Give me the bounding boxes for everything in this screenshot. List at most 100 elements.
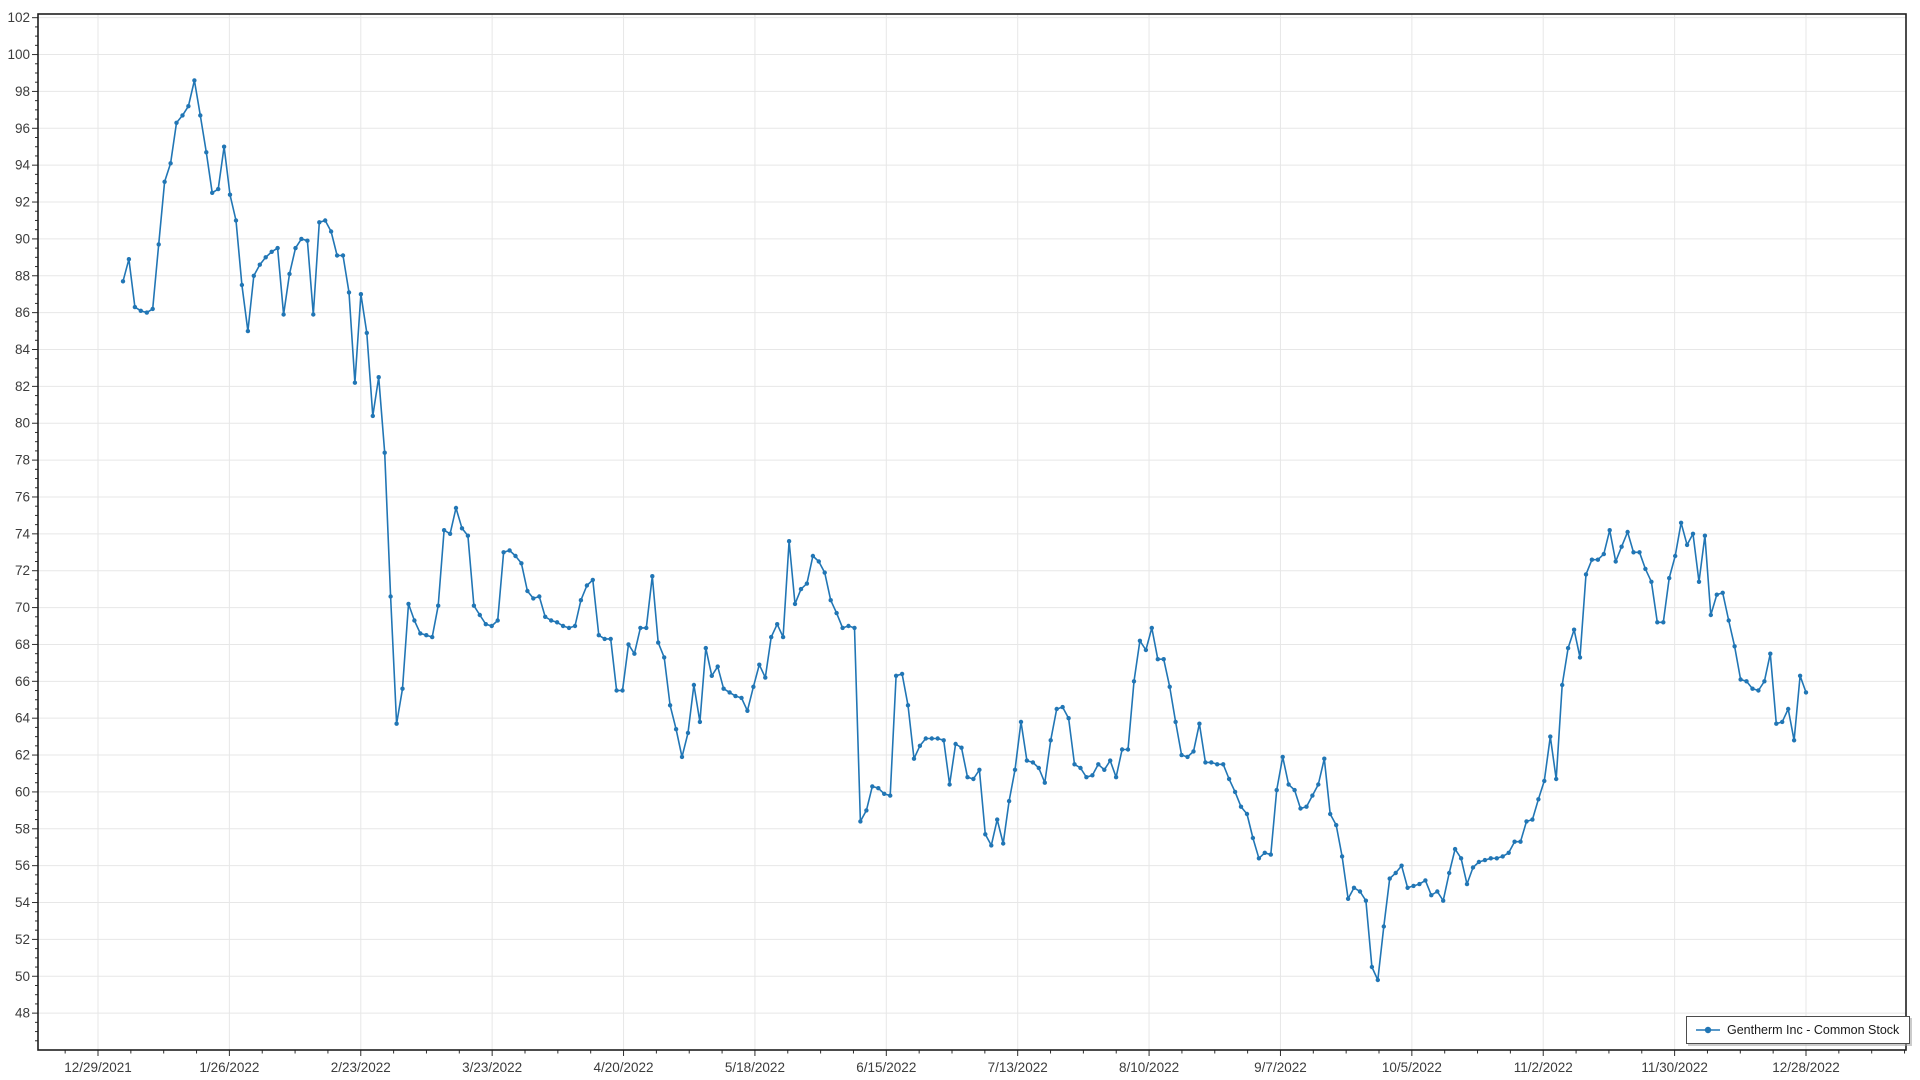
data-point-marker	[888, 793, 893, 798]
y-axis-tick-label: 48	[15, 1006, 30, 1021]
data-point-marker	[281, 312, 286, 317]
data-point-marker	[210, 190, 215, 195]
data-point-marker	[882, 791, 887, 796]
data-point-marker	[162, 179, 167, 184]
data-point-marker	[543, 614, 548, 619]
data-point-marker	[382, 450, 387, 455]
data-point-marker	[441, 528, 447, 533]
data-point-marker	[412, 618, 417, 623]
data-point-marker	[673, 727, 679, 732]
data-point-marker	[703, 645, 708, 651]
data-point-marker	[697, 719, 703, 725]
data-point-marker	[1536, 797, 1541, 802]
data-point-marker	[346, 290, 352, 295]
data-point-marker	[1512, 839, 1517, 844]
data-point-marker	[1797, 673, 1803, 678]
data-point-marker	[977, 767, 982, 772]
data-point-marker	[204, 150, 209, 155]
data-point-marker	[780, 634, 786, 640]
data-point-marker	[406, 601, 411, 607]
data-point-marker	[1423, 878, 1428, 883]
data-point-marker	[513, 553, 518, 559]
data-point-marker	[1173, 719, 1178, 725]
data-point-marker	[733, 693, 738, 699]
data-point-marker	[941, 738, 946, 743]
data-point-marker	[1215, 762, 1220, 767]
data-point-marker	[1375, 977, 1381, 983]
x-axis-tick-label: 8/10/2022	[1119, 1060, 1179, 1075]
data-point-marker	[1339, 854, 1345, 859]
data-point-marker	[870, 784, 875, 789]
data-point-marker	[816, 559, 821, 564]
data-point-marker	[1357, 889, 1363, 894]
y-axis-tick-label: 82	[15, 379, 30, 394]
data-point-marker	[983, 832, 988, 837]
legend[interactable]: Gentherm Inc - Common Stock	[1686, 1016, 1911, 1044]
data-point-marker	[739, 695, 744, 701]
data-point-marker	[1363, 898, 1369, 903]
data-point-marker	[798, 586, 804, 592]
data-point-marker	[626, 642, 631, 647]
data-point-marker	[1108, 758, 1113, 763]
data-point-marker	[1690, 531, 1696, 536]
y-axis-tick-label: 96	[15, 121, 30, 136]
data-point-marker	[1119, 747, 1125, 752]
data-point-marker	[501, 550, 506, 555]
data-point-marker	[1756, 688, 1761, 693]
data-point-marker	[1137, 638, 1143, 643]
data-point-marker	[685, 730, 691, 736]
data-point-marker	[935, 736, 940, 741]
data-point-marker	[430, 634, 435, 640]
data-point-marker	[1714, 592, 1720, 597]
data-point-marker	[1780, 719, 1785, 725]
data-point-marker	[227, 192, 233, 197]
data-point-marker	[1393, 870, 1398, 876]
data-point-marker	[459, 526, 465, 531]
data-point-marker	[1696, 579, 1702, 584]
y-axis-tick-label: 56	[15, 858, 30, 873]
data-point-marker	[180, 113, 185, 118]
data-point-marker	[1441, 898, 1446, 903]
data-point-marker	[1012, 767, 1018, 772]
data-point-marker	[1102, 767, 1107, 772]
data-point-marker	[489, 623, 494, 629]
data-point-marker	[721, 686, 726, 691]
data-point-marker	[1774, 721, 1779, 726]
data-point-marker	[168, 161, 173, 166]
data-point-marker	[1048, 738, 1053, 743]
data-point-marker	[905, 703, 911, 708]
data-point-marker	[923, 736, 928, 741]
data-point-marker	[1560, 682, 1565, 688]
data-point-marker	[1429, 893, 1434, 898]
y-axis-tick-label: 102	[7, 10, 30, 25]
data-point-marker	[1286, 782, 1291, 787]
data-point-marker	[947, 782, 952, 787]
data-point-marker	[269, 249, 274, 254]
data-point-marker	[495, 618, 500, 623]
y-axis-tick-label: 94	[15, 158, 31, 173]
data-point-marker	[1435, 889, 1440, 894]
data-point-marker	[1464, 881, 1470, 887]
data-point-marker	[644, 625, 649, 631]
x-axis-tick-label: 11/30/2022	[1641, 1060, 1708, 1075]
y-axis-tick-label: 78	[15, 453, 30, 468]
data-point-marker	[1667, 575, 1672, 581]
data-point-marker	[971, 776, 976, 782]
data-point-marker	[477, 612, 482, 618]
x-axis-tick-label: 12/29/2021	[64, 1060, 132, 1075]
data-point-marker	[656, 640, 661, 645]
data-point-marker	[1702, 533, 1708, 538]
data-point-marker	[1209, 760, 1214, 765]
data-point-marker	[317, 220, 322, 225]
data-point-marker	[275, 245, 280, 251]
data-point-marker	[1673, 553, 1678, 559]
data-point-marker	[364, 330, 369, 336]
data-point-marker	[1744, 679, 1749, 684]
data-point-marker	[1488, 856, 1494, 861]
y-axis-tick-label: 92	[15, 195, 30, 210]
data-point-marker	[554, 620, 560, 625]
data-point-marker	[1381, 924, 1387, 929]
data-point-marker	[233, 218, 239, 223]
data-point-marker	[727, 690, 732, 695]
data-point-marker	[1762, 679, 1767, 684]
